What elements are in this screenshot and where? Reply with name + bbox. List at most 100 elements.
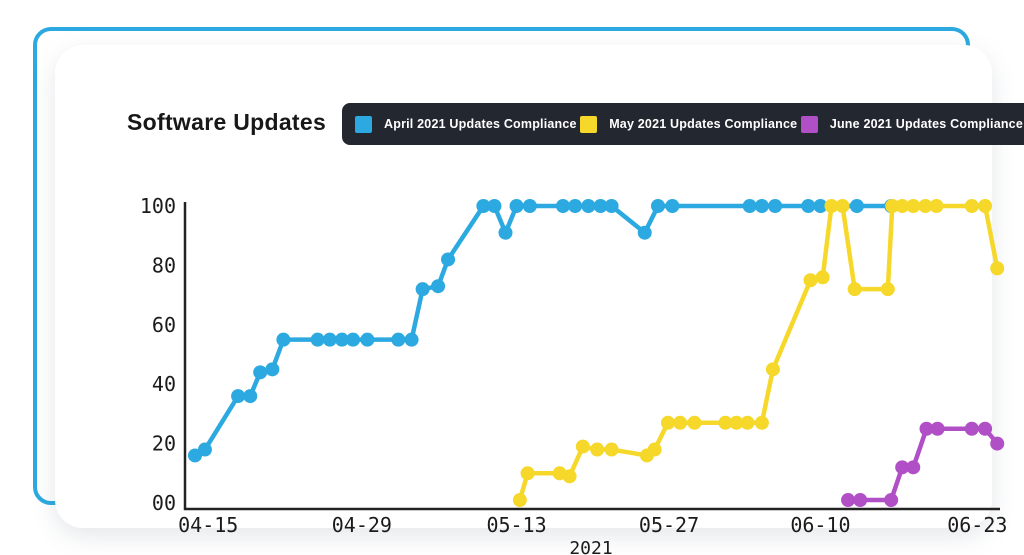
data-point-april[interactable] <box>522 199 537 213</box>
data-point-may[interactable] <box>824 199 839 213</box>
data-point-may[interactable] <box>660 415 675 430</box>
data-point-may[interactable] <box>847 282 862 297</box>
series-line-june <box>845 426 1000 503</box>
data-point-april[interactable] <box>276 332 291 347</box>
data-point-may[interactable] <box>575 439 590 454</box>
legend-item-june[interactable]: June 2021 Updates Compliance <box>800 115 1023 133</box>
software-updates-card: Software Updates April 2021 Updates Comp… <box>55 45 1024 555</box>
x-tick-label: 06-23 <box>947 513 1007 537</box>
data-point-may[interactable] <box>815 270 830 285</box>
data-point-april[interactable] <box>391 332 406 347</box>
data-point-april[interactable] <box>568 199 583 213</box>
y-tick-label: 40 <box>152 372 176 396</box>
data-point-may[interactable] <box>729 415 744 430</box>
data-point-april[interactable] <box>604 199 619 213</box>
series-line-april <box>192 203 894 458</box>
page-title: Software Updates <box>127 109 327 135</box>
data-point-april[interactable] <box>404 332 419 347</box>
data-point-april[interactable] <box>665 199 680 213</box>
data-point-april[interactable] <box>650 199 665 213</box>
data-point-june[interactable] <box>884 493 899 508</box>
data-point-june[interactable] <box>930 421 945 436</box>
data-point-april[interactable] <box>476 199 491 213</box>
x-tick-label: 05-13 <box>486 513 546 537</box>
data-point-may[interactable] <box>765 362 780 377</box>
data-point-april[interactable] <box>431 279 446 294</box>
data-point-april[interactable] <box>322 332 337 347</box>
data-point-june[interactable] <box>841 493 856 508</box>
data-point-may[interactable] <box>647 442 662 457</box>
y-tick-label: 20 <box>152 432 176 456</box>
compliance-line-chart: 00 20 40 60 80 100 04-15 04-29 05-13 05-27 06-10 06… <box>140 194 1008 555</box>
data-point-may[interactable] <box>918 199 933 213</box>
april-series-swatch <box>355 115 372 133</box>
data-point-june[interactable] <box>919 421 934 436</box>
data-point-april[interactable] <box>334 332 349 347</box>
data-point-may[interactable] <box>929 199 944 213</box>
data-point-april[interactable] <box>487 199 502 213</box>
data-point-april[interactable] <box>346 332 361 347</box>
data-point-may[interactable] <box>740 415 755 430</box>
data-point-april[interactable] <box>801 199 816 213</box>
data-point-may[interactable] <box>990 261 1005 276</box>
data-point-april[interactable] <box>231 389 246 404</box>
data-point-may[interactable] <box>512 493 527 508</box>
data-point-april[interactable] <box>813 199 828 213</box>
data-point-may[interactable] <box>718 415 733 430</box>
may-series-swatch <box>580 115 598 133</box>
data-point-june[interactable] <box>990 436 1005 451</box>
data-point-april[interactable] <box>637 225 652 240</box>
data-point-april[interactable] <box>581 199 596 213</box>
data-point-may[interactable] <box>754 415 769 430</box>
june-series-swatch <box>800 115 818 133</box>
legend-item-may[interactable]: May 2021 Updates Compliance <box>580 115 798 133</box>
data-point-may[interactable] <box>520 466 535 481</box>
data-point-april[interactable] <box>197 442 212 457</box>
y-tick-label: 80 <box>152 253 176 277</box>
legend-label-may: May 2021 Updates Compliance <box>609 117 798 131</box>
data-point-june[interactable] <box>906 460 921 475</box>
data-point-april[interactable] <box>265 362 280 377</box>
data-point-june[interactable] <box>895 460 910 475</box>
legend-label-april: April 2021 Updates Compliance <box>384 117 577 131</box>
data-point-may[interactable] <box>673 415 688 430</box>
data-point-april[interactable] <box>498 225 513 240</box>
data-point-may[interactable] <box>687 415 702 430</box>
data-point-may[interactable] <box>978 199 993 213</box>
y-tick-label: 100 <box>140 194 176 218</box>
data-point-may[interactable] <box>964 199 979 213</box>
y-tick-label: 60 <box>152 313 176 337</box>
data-point-may[interactable] <box>835 199 850 213</box>
data-point-june[interactable] <box>853 493 868 508</box>
data-point-may[interactable] <box>590 442 605 457</box>
data-point-may[interactable] <box>880 282 895 297</box>
data-point-may[interactable] <box>604 442 619 457</box>
data-point-april[interactable] <box>768 199 783 213</box>
data-point-april[interactable] <box>555 199 570 213</box>
data-point-april[interactable] <box>754 199 769 213</box>
data-point-april[interactable] <box>441 252 456 267</box>
x-axis-caption: 2021 <box>569 538 612 555</box>
data-point-april[interactable] <box>849 199 864 213</box>
data-point-april[interactable] <box>593 199 608 213</box>
data-point-april[interactable] <box>509 199 524 213</box>
data-point-june[interactable] <box>964 421 979 436</box>
x-tick-label: 04-29 <box>332 513 392 537</box>
x-tick-label: 04-15 <box>178 513 238 537</box>
data-point-may[interactable] <box>885 199 900 213</box>
data-point-april[interactable] <box>310 332 325 347</box>
data-point-april[interactable] <box>243 389 258 404</box>
data-point-april[interactable] <box>253 365 268 380</box>
data-point-may[interactable] <box>895 199 910 213</box>
x-tick-label: 06-10 <box>790 513 850 537</box>
data-point-may[interactable] <box>803 273 818 288</box>
legend-item-april[interactable]: April 2021 Updates Compliance <box>355 115 577 133</box>
x-tick-label: 05-27 <box>639 513 699 537</box>
data-point-april[interactable] <box>360 332 375 347</box>
data-point-may[interactable] <box>562 469 577 484</box>
data-point-april[interactable] <box>742 199 757 213</box>
data-point-june[interactable] <box>978 421 993 436</box>
data-point-april[interactable] <box>415 282 430 297</box>
data-point-may[interactable] <box>906 199 921 213</box>
